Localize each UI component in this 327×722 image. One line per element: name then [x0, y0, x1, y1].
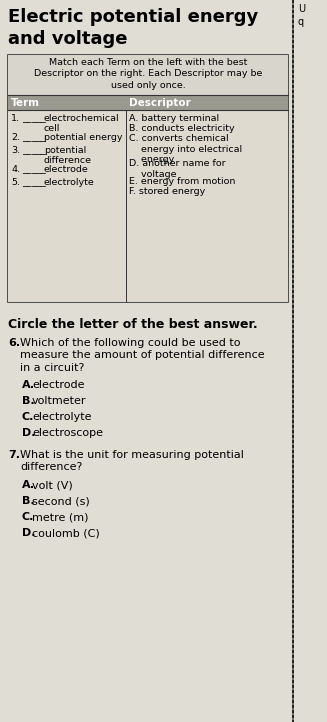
Text: C.: C. — [22, 412, 34, 422]
Text: U
q: U q — [298, 4, 305, 27]
Text: What is the unit for measuring potential
difference?: What is the unit for measuring potential… — [20, 450, 244, 472]
Text: 2.: 2. — [11, 133, 20, 142]
Text: E. energy from motion: E. energy from motion — [129, 177, 235, 186]
Text: Which of the following could be used to
measure the amount of potential differen: Which of the following could be used to … — [20, 338, 265, 373]
Text: potential energy: potential energy — [44, 133, 123, 142]
Text: Circle the letter of the best answer.: Circle the letter of the best answer. — [8, 318, 258, 331]
Text: electrode: electrode — [32, 380, 84, 390]
Bar — [8, 55, 288, 302]
Text: Electric potential energy: Electric potential energy — [8, 8, 258, 26]
Text: D.: D. — [22, 528, 36, 538]
Text: _____: _____ — [22, 114, 46, 123]
Bar — [8, 95, 126, 110]
Text: 1.: 1. — [11, 114, 20, 123]
Text: A. battery terminal: A. battery terminal — [129, 114, 219, 123]
Text: D.: D. — [22, 428, 36, 438]
Bar — [8, 55, 288, 95]
Text: D. another name for
    voltage: D. another name for voltage — [129, 159, 225, 179]
Text: Descriptor: Descriptor — [129, 97, 190, 108]
Text: potential
difference: potential difference — [44, 146, 92, 165]
Text: electrolyte: electrolyte — [44, 178, 95, 187]
Text: 6.: 6. — [8, 338, 20, 348]
Text: and voltage: and voltage — [8, 30, 128, 48]
Text: coulomb (C): coulomb (C) — [32, 528, 100, 538]
Text: Term: Term — [11, 97, 40, 108]
Text: _____: _____ — [22, 178, 46, 187]
Text: volt (V): volt (V) — [32, 480, 73, 490]
Text: A.: A. — [22, 480, 35, 490]
Text: B.: B. — [22, 496, 35, 506]
Text: electrolyte: electrolyte — [32, 412, 92, 422]
Text: B.: B. — [22, 396, 35, 406]
Text: second (s): second (s) — [32, 496, 90, 506]
Text: _____: _____ — [22, 146, 46, 155]
Bar — [126, 95, 288, 110]
Text: electroscope: electroscope — [32, 428, 103, 438]
Bar — [8, 110, 288, 302]
Text: voltmeter: voltmeter — [32, 396, 87, 406]
Text: A.: A. — [22, 380, 35, 390]
Text: C. converts chemical
    energy into electrical
    energy: C. converts chemical energy into electri… — [129, 134, 242, 165]
Text: 4.: 4. — [11, 165, 20, 174]
Text: metre (m): metre (m) — [32, 512, 89, 522]
Text: electrochemical
cell: electrochemical cell — [44, 114, 120, 134]
Text: B. conducts electricity: B. conducts electricity — [129, 124, 234, 133]
Text: 3.: 3. — [11, 146, 20, 155]
Text: electrode: electrode — [44, 165, 89, 174]
Text: 7.: 7. — [8, 450, 20, 460]
Text: _____: _____ — [22, 133, 46, 142]
Text: _____: _____ — [22, 165, 46, 174]
Text: C.: C. — [22, 512, 34, 522]
Text: 5.: 5. — [11, 178, 20, 187]
Text: F. stored energy: F. stored energy — [129, 187, 205, 196]
Text: Match each Term on the left with the best
Descriptor on the right. Each Descript: Match each Term on the left with the bes… — [34, 58, 262, 90]
